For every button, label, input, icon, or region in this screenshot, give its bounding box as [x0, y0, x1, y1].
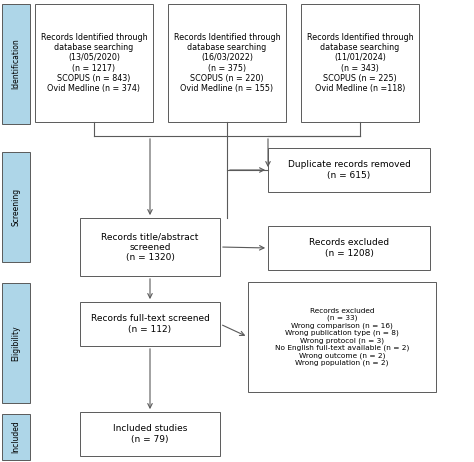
Text: Records title/abstract
screened
(n = 1320): Records title/abstract screened (n = 132… — [101, 232, 199, 262]
Text: Records excluded
(n = 1208): Records excluded (n = 1208) — [309, 238, 389, 258]
Text: Included studies
(n = 79): Included studies (n = 79) — [113, 424, 187, 444]
Bar — [301, 4, 419, 122]
Bar — [248, 282, 436, 392]
Text: Records Identified through
database searching
(16/03/2022)
(n = 375)
SCOPUS (n =: Records Identified through database sear… — [173, 32, 280, 93]
Text: Duplicate records removed
(n = 615): Duplicate records removed (n = 615) — [288, 160, 410, 180]
Bar — [268, 226, 430, 270]
Bar — [268, 148, 430, 192]
Text: Records Identified through
database searching
(13/05/2020)
(n = 1217)
SCOPUS (n : Records Identified through database sear… — [41, 32, 147, 93]
Text: Included: Included — [11, 420, 20, 453]
Text: Eligibility: Eligibility — [11, 325, 20, 361]
Bar — [80, 412, 220, 456]
Bar — [35, 4, 153, 122]
Text: Identification: Identification — [11, 39, 20, 89]
Text: Screening: Screening — [11, 188, 20, 226]
Bar — [2, 414, 30, 460]
Bar — [2, 152, 30, 262]
Bar — [80, 218, 220, 276]
Bar — [2, 4, 30, 124]
Text: Records excluded
(n = 33)
Wrong comparison (n = 16)
Wrong publication type (n = : Records excluded (n = 33) Wrong comparis… — [275, 308, 409, 366]
Bar — [2, 283, 30, 403]
Text: Records Identified through
database searching
(11/01/2024)
(n = 343)
SCOPUS (n =: Records Identified through database sear… — [307, 32, 413, 93]
Text: Records full-text screened
(n = 112): Records full-text screened (n = 112) — [91, 314, 210, 334]
Bar — [168, 4, 286, 122]
Bar — [80, 302, 220, 346]
